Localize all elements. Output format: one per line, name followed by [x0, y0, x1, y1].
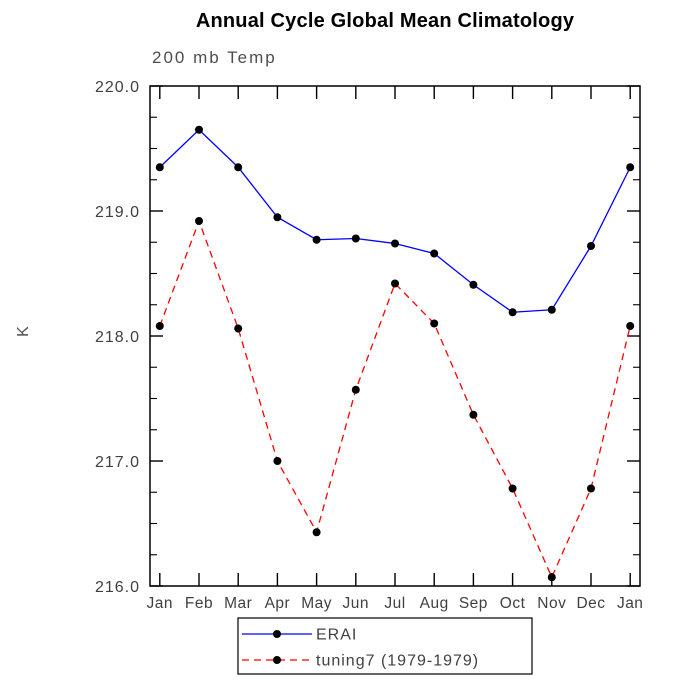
data-marker: [234, 324, 243, 333]
x-tick-label: Apr: [265, 595, 291, 612]
x-tick-label: Jul: [384, 595, 405, 612]
data-marker: [391, 279, 399, 288]
legend-marker: [273, 656, 281, 664]
y-axis-minor-ticks: [150, 116, 640, 556]
data-marker: [273, 457, 282, 465]
x-tick-label: Mar: [224, 595, 252, 612]
x-tick-label: Jun: [343, 595, 370, 612]
y-tick-label: 217.0: [95, 454, 140, 471]
data-marker: [351, 385, 360, 394]
data-marker: [587, 242, 595, 250]
x-tick-label: Aug: [420, 595, 449, 612]
series-0: [155, 125, 635, 317]
data-marker: [195, 217, 203, 225]
data-marker: [351, 234, 360, 243]
data-marker: [587, 484, 595, 493]
legend-label: ERAI: [316, 627, 357, 644]
data-marker: [430, 319, 439, 328]
data-marker: [626, 322, 635, 330]
data-marker: [312, 528, 321, 537]
x-axis-ticks: Jan Feb Mar Apr May Jun Jul Aug Sep Oct Nov Dec Jan: [147, 86, 644, 612]
y-tick-label: 219.0: [95, 204, 140, 221]
plot-frame: [149, 85, 641, 587]
data-marker: [469, 410, 478, 419]
legend-label: tuning7 (1979-1979): [316, 653, 479, 670]
data-marker: [273, 213, 282, 222]
data-marker: [469, 280, 478, 289]
x-tick-label: Nov: [537, 595, 566, 612]
legend-box: [237, 617, 533, 675]
data-marker: [155, 163, 164, 172]
y-tick-label: 216.0: [95, 579, 140, 596]
data-marker: [626, 163, 635, 172]
y-tick-label: 220.0: [95, 79, 140, 96]
data-marker: [508, 484, 517, 493]
x-tick-label: Jan: [617, 595, 644, 612]
legend-marker: [273, 630, 281, 638]
series-line: [159, 219, 631, 579]
x-tick-label: Feb: [185, 595, 213, 612]
x-tick-label: Jan: [147, 595, 174, 612]
data-marker: [547, 573, 556, 582]
data-marker: [155, 322, 164, 330]
data-marker: [508, 308, 517, 317]
chart-subtitle: 200 mb Temp: [152, 48, 277, 67]
x-tick-label: Dec: [576, 595, 605, 612]
data-marker: [312, 235, 321, 244]
legend: ERAI tuning7 (1979-1979): [237, 617, 533, 675]
x-tick-label: May: [301, 595, 332, 612]
series-1: [155, 217, 635, 582]
data-marker: [430, 249, 439, 258]
data-marker: [547, 305, 556, 314]
chart-title: Annual Cycle Global Mean Climatology: [195, 10, 575, 32]
y-axis-ticks: 216.0 217.0 218.0 219.0 220.0: [95, 79, 640, 596]
y-tick-label: 218.0: [95, 329, 140, 346]
data-marker: [195, 125, 203, 134]
data-marker: [234, 163, 243, 172]
x-tick-label: Oct: [500, 595, 526, 612]
data-marker: [391, 239, 399, 248]
x-tick-label: Sep: [459, 595, 488, 612]
